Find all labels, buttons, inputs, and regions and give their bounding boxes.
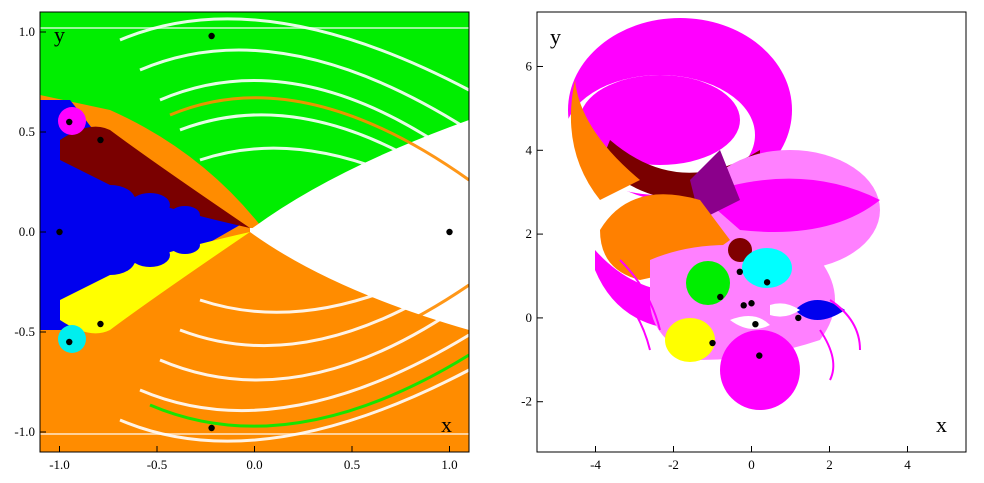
right-panel: -4 -2 0 2 4 6 4 2 0 -2 y x xyxy=(521,11,967,472)
left-x-tick-label: 1.0 xyxy=(441,457,457,472)
right-root-point xyxy=(717,293,724,301)
left-root-point xyxy=(208,424,215,432)
right-y-axis-letter: y xyxy=(550,24,561,49)
right-y-tick-label: 6 xyxy=(526,58,533,73)
left-basin-image xyxy=(40,12,469,452)
right-root-point xyxy=(736,268,743,276)
right-root-point xyxy=(756,352,763,359)
left-x-axis-letter: x xyxy=(441,412,452,437)
right-y-tick-label: 0 xyxy=(526,310,533,325)
right-x-tick-label: 2 xyxy=(826,457,833,472)
left-panel: -1.0 -0.5 0.0 0.5 1.0 1.0 0.5 0.0 -0.5 -1.0 y x xyxy=(14,11,470,472)
left-root-point xyxy=(97,136,104,144)
right-root-point xyxy=(763,279,771,286)
left-x-tick-label: -0.5 xyxy=(147,457,168,472)
left-root-point xyxy=(446,228,453,236)
right-x-tick-label: -4 xyxy=(590,457,601,472)
left-y-tick-label: -0.5 xyxy=(14,324,35,339)
right-root-point xyxy=(740,302,747,309)
left-root-point xyxy=(66,118,73,126)
right-x-tick-label: 0 xyxy=(748,457,755,472)
left-x-tick-label: 0.0 xyxy=(246,457,262,472)
left-y-tick-label: 0.0 xyxy=(19,224,35,239)
left-x-tick-label: -1.0 xyxy=(49,457,70,472)
right-x-tick-label: 4 xyxy=(904,457,911,472)
right-x-axis-letter: x xyxy=(936,412,947,437)
right-root-point xyxy=(795,314,802,322)
right-root-point xyxy=(752,320,759,328)
left-y-tick-label: 0.5 xyxy=(19,124,35,139)
left-root-point xyxy=(66,338,73,346)
left-y-tick-label: -1.0 xyxy=(14,424,35,439)
right-y-tick-label: -2 xyxy=(521,394,532,409)
left-root-point xyxy=(208,32,215,40)
left-x-tick-label: 0.5 xyxy=(344,457,360,472)
right-basin-image xyxy=(537,12,966,452)
right-x-tick-label: -2 xyxy=(668,457,679,472)
right-root-point xyxy=(709,339,716,347)
right-root-point xyxy=(748,300,755,307)
left-root-point xyxy=(97,320,104,328)
left-root-point xyxy=(56,228,63,236)
left-y-tick-label: 1.0 xyxy=(19,24,35,39)
right-y-tick-label: 4 xyxy=(526,142,533,157)
left-y-axis-letter: y xyxy=(54,22,65,47)
right-y-tick-label: 2 xyxy=(526,226,533,241)
